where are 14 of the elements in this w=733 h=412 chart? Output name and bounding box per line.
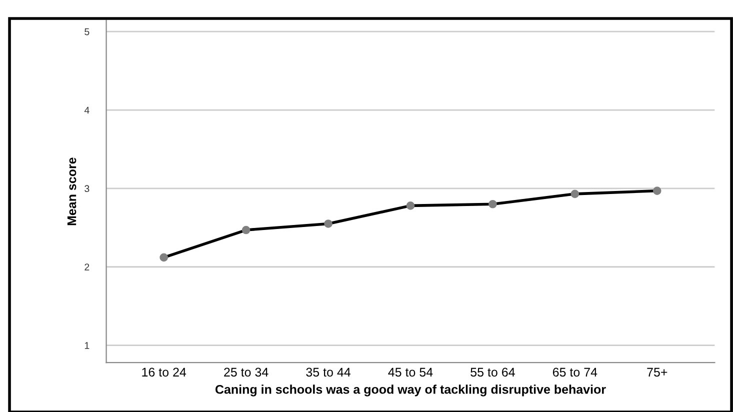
- x-tick-label: 25 to 34: [224, 368, 268, 377]
- x-tick-label: 55 to 64: [470, 368, 515, 377]
- x-axis-title: Caning in schools was a good way of tackling disruptive behavior: [215, 384, 606, 396]
- x-tick-label: 16 to 24: [142, 368, 186, 377]
- y-tick-label: 5: [84, 28, 90, 36]
- x-tick-label: 35 to 44: [306, 368, 350, 377]
- y-axis-title: Mean score: [67, 158, 76, 226]
- y-tick-label: 3: [84, 185, 90, 192]
- x-tick-label: 75+: [647, 368, 668, 377]
- y-tick-label: 4: [84, 106, 90, 114]
- y-tick-label: 2: [84, 264, 90, 270]
- x-tick-label: 65 to 74: [552, 368, 598, 377]
- y-tick-label: 1: [84, 342, 90, 349]
- x-tick-label: 45 to 54: [388, 368, 433, 377]
